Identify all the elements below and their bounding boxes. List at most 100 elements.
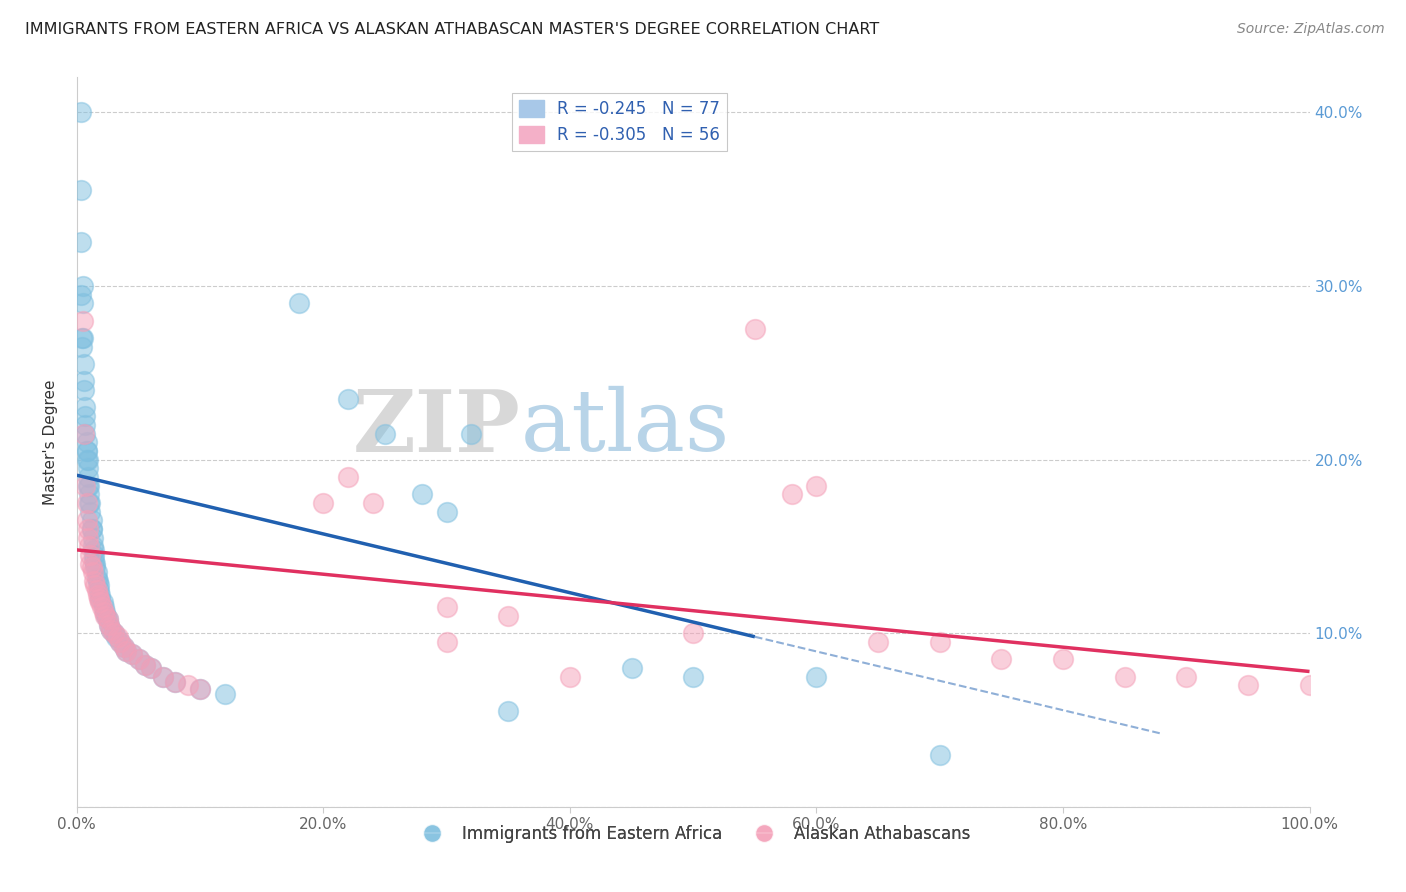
Point (75, 401, 97, 415)
Point (97, 617, 120, 632)
Point (115, 643, 138, 657)
Point (73, 383, 96, 397)
Point (134, 657, 156, 672)
Point (84, 577, 107, 591)
Point (103, 626, 125, 640)
Point (79, 548, 101, 562)
Point (73, 426, 96, 441)
Point (76, 443, 98, 458)
Text: IMMIGRANTS FROM EASTERN AFRICA VS ALASKAN ATHABASCAN MASTER'S DEGREE CORRELATION: IMMIGRANTS FROM EASTERN AFRICA VS ALASKA… (25, 22, 880, 37)
Point (80, 560, 103, 574)
Point (79, 496, 101, 510)
Point (86, 582, 108, 597)
Point (105, 630, 128, 644)
Point (75, 478, 97, 492)
Point (620, 661, 643, 675)
Point (108, 635, 131, 649)
Point (72, 313, 94, 327)
Point (139, 661, 162, 675)
Point (361, 496, 384, 510)
Point (79, 505, 101, 519)
Point (76, 513, 98, 527)
Point (97, 617, 120, 632)
Point (69, 287, 91, 301)
Point (77, 478, 100, 492)
Point (93, 600, 115, 615)
Point (80, 522, 103, 536)
Point (72, 296, 94, 310)
Point (868, 635, 890, 649)
Text: ZIP: ZIP (353, 385, 520, 469)
Point (69, 105, 91, 120)
Point (744, 322, 766, 336)
Point (83, 574, 105, 589)
Point (77, 522, 100, 536)
Point (73, 357, 96, 371)
Point (139, 661, 162, 675)
Point (84, 560, 107, 574)
Point (436, 505, 458, 519)
Point (86, 571, 108, 585)
Point (83, 542, 105, 557)
Point (87, 588, 110, 602)
Text: Source: ZipAtlas.com: Source: ZipAtlas.com (1237, 22, 1385, 37)
Point (97, 612, 120, 626)
Point (188, 681, 211, 696)
Y-axis label: Master's Degree: Master's Degree (44, 379, 58, 505)
Point (70, 340, 93, 354)
Point (82, 540, 104, 554)
Point (75, 409, 97, 424)
Point (806, 670, 828, 684)
Point (121, 647, 143, 661)
Point (94, 608, 117, 623)
Point (75, 417, 97, 432)
Point (121, 647, 143, 661)
Point (411, 487, 433, 501)
Point (498, 705, 520, 719)
Point (72, 331, 94, 345)
Point (128, 652, 150, 666)
Point (682, 670, 704, 684)
Point (177, 678, 200, 692)
Point (436, 600, 458, 615)
Point (108, 635, 131, 649)
Point (75, 426, 97, 441)
Point (77, 496, 100, 510)
Point (1052, 652, 1074, 666)
Point (83, 553, 105, 567)
Point (498, 608, 520, 623)
Point (82, 531, 104, 545)
Point (77, 487, 100, 501)
Point (112, 640, 135, 655)
Point (780, 487, 803, 501)
Point (72, 278, 94, 293)
Point (82, 566, 104, 580)
Point (73, 375, 96, 389)
Point (69, 183, 91, 197)
Point (374, 426, 396, 441)
Point (337, 470, 360, 484)
Point (87, 591, 110, 606)
Point (94, 606, 117, 620)
Point (90, 600, 112, 615)
Point (1298, 678, 1320, 692)
Point (89, 595, 111, 609)
Point (84, 557, 107, 571)
Point (152, 670, 174, 684)
Point (928, 747, 950, 762)
Point (128, 652, 150, 666)
Point (76, 435, 98, 450)
Point (77, 461, 100, 475)
Point (312, 496, 335, 510)
Legend: Immigrants from Eastern Africa, Alaskan Athabascans: Immigrants from Eastern Africa, Alaskan … (409, 818, 977, 850)
Point (77, 531, 100, 545)
Point (558, 670, 581, 684)
Point (77, 470, 100, 484)
Point (87, 582, 110, 597)
Point (682, 626, 704, 640)
Point (69, 235, 91, 250)
Point (990, 652, 1012, 666)
Point (97, 612, 120, 626)
Point (77, 452, 100, 467)
Text: atlas: atlas (520, 386, 730, 469)
